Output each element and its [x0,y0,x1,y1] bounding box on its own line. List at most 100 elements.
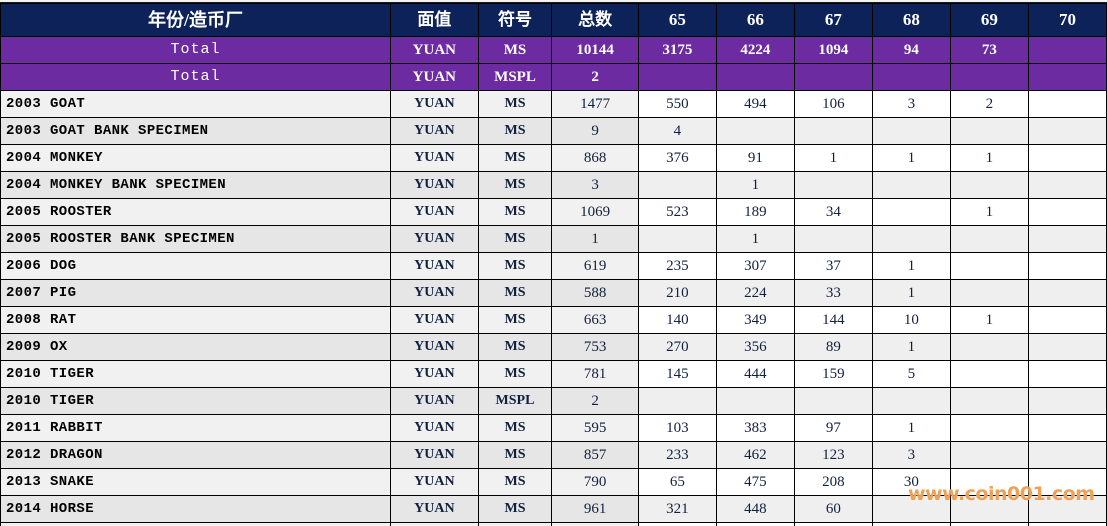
table-row[interactable]: 2010 TIGER YUAN MS 781 145 444 159 5 [0,360,1107,388]
table-row[interactable]: 2006 DOG YUAN MS 619 235 307 37 1 [0,252,1107,280]
cell-g67: 106 [793,90,873,118]
total-cell-denom: YUAN [390,36,479,64]
table-row[interactable]: 2012 DRAGON YUAN MS 857 233 462 123 3 [0,441,1107,469]
cell-name: 2004 MONKEY BANK SPECIMEN [0,171,392,199]
cell-total: 961 [551,495,639,523]
column-header-total[interactable]: 总数 [551,3,639,37]
cell-g68: 10 [871,306,951,334]
cell-name: 2005 ROOSTER [0,198,392,226]
table-row[interactable]: 2005 ROOSTER YUAN MS 1069 523 189 34 1 [0,198,1107,226]
coin-population-table: 年份/造币厂 面值 符号 总数 65 66 67 68 69 70 Total Y… [0,3,1107,526]
cell-g67 [793,225,873,253]
cell-g66: 383 [715,414,795,442]
cell-g65: 233 [637,441,717,469]
cell-denom: YUAN [390,441,479,469]
cell-total: 1477 [551,90,639,118]
cell-sym: MS [477,414,553,442]
cell-g69 [949,225,1029,253]
cell-g67: 89 [793,333,873,361]
cell-g66: 462 [715,441,795,469]
column-header-symbol[interactable]: 符号 [477,3,553,37]
cell-g68: 3 [871,441,951,469]
cell-denom: YUAN [390,252,479,280]
total-cell-g68 [871,63,951,91]
table-row[interactable]: 2011 RABBIT YUAN MS 595 103 383 97 1 [0,414,1107,442]
cell-g70 [1027,252,1107,280]
cell-sym: MS [477,117,553,145]
cell-g69: 1 [949,144,1029,172]
table-row[interactable]: 2014 HORSE YUAN MS 961 321 448 60 [0,495,1107,523]
cell-sym: MS [477,90,553,118]
cell-g65 [637,225,717,253]
total-cell-g66 [715,63,795,91]
cell-name: 2006 DOG [0,252,392,280]
cell-g67: 144 [793,306,873,334]
cell-total: 753 [551,333,639,361]
cell-g65: 210 [637,279,717,307]
cell-g69: 68 [949,522,1029,526]
cell-g66: 349 [715,306,795,334]
cell-name: 2011 RABBIT [0,414,392,442]
cell-g67: 34 [793,198,873,226]
cell-g68: 1 [871,333,951,361]
column-header-grade-66[interactable]: 66 [715,3,795,37]
cell-total: 663 [551,306,639,334]
total-cell-g66: 4224 [715,36,795,64]
cell-total: 857 [551,441,639,469]
cell-g66: 475 [715,468,795,496]
cell-g69 [949,252,1029,280]
cell-denom: YUAN [390,171,479,199]
cell-sym: MS [477,225,553,253]
column-header-grade-65[interactable]: 65 [637,3,717,37]
total-cell-g70 [1027,63,1107,91]
column-header-grade-69[interactable]: 69 [949,3,1029,37]
cell-g70 [1027,333,1107,361]
cell-g65: 4 [637,117,717,145]
table-row[interactable]: 2003 GOAT YUAN MS 1477 550 494 106 3 2 [0,90,1107,118]
cell-g69 [949,387,1029,415]
cell-total: 790 [551,468,639,496]
table-row[interactable]: 2004 MONKEY YUAN MS 868 376 91 1 1 1 [0,144,1107,172]
table-row[interactable]: 2015 GOATYUANMS110 33868 [0,522,1107,526]
cell-name: 2003 GOAT [0,90,392,118]
cell-g66 [715,387,795,415]
table-row[interactable]: 2003 GOAT BANK SPECIMEN YUAN MS 9 4 [0,117,1107,145]
table-row[interactable]: 2008 RAT YUAN MS 663 140 349 144 10 1 [0,306,1107,334]
cell-g67: 33 [793,279,873,307]
cell-g69 [949,468,1029,496]
column-header-denomination[interactable]: 面值 [390,3,479,37]
table-row[interactable]: 2007 PIG YUAN MS 588 210 224 33 1 [0,279,1107,307]
cell-g70 [1027,468,1107,496]
column-header-grade-70[interactable]: 70 [1027,3,1107,37]
cell-g68: 30 [871,468,951,496]
cell-g65: 270 [637,333,717,361]
cell-name: 2010 TIGER [0,360,392,388]
cell-name: 2010 TIGER [0,387,392,415]
cell-g68: 38 [871,522,951,526]
cell-name: 2007 PIG [0,279,392,307]
cell-g69 [949,279,1029,307]
cell-g65: 145 [637,360,717,388]
table-row[interactable]: 2010 TIGER YUAN MSPL 2 [0,387,1107,415]
cell-g68 [871,117,951,145]
table-row[interactable]: 2005 ROOSTER BANK SPECIMEN YUAN MS 1 1 [0,225,1107,253]
cell-g68: 1 [871,144,951,172]
cell-denom: YUAN [390,279,479,307]
column-header-grade-67[interactable]: 67 [793,3,873,37]
cell-g69 [949,171,1029,199]
cell-name: 2012 DRAGON [0,441,392,469]
cell-denom: YUAN [390,360,479,388]
table-row[interactable]: 2013 SNAKE YUAN MS 790 65 475 208 30 [0,468,1107,496]
cell-sym: MS [477,144,553,172]
column-header-year-mint[interactable]: 年份/造币厂 [0,3,392,37]
cell-denom: YUAN [390,333,479,361]
cell-denom: YUAN [390,306,479,334]
cell-sym: MS [477,360,553,388]
cell-g69: 2 [949,90,1029,118]
column-header-grade-68[interactable]: 68 [871,3,951,37]
table-row[interactable]: 2004 MONKEY BANK SPECIMEN YUAN MS 3 1 [0,171,1107,199]
table-row[interactable]: 2009 OX YUAN MS 753 270 356 89 1 [0,333,1107,361]
table-total-section: Total YUAN MS 10144 3175 4224 1094 94 73 Total YUA… [0,36,1107,91]
table-body: 2003 GOAT YUAN MS 1477 550 494 106 3 2 2003 GOAT … [0,90,1107,526]
cell-g70 [1027,360,1107,388]
